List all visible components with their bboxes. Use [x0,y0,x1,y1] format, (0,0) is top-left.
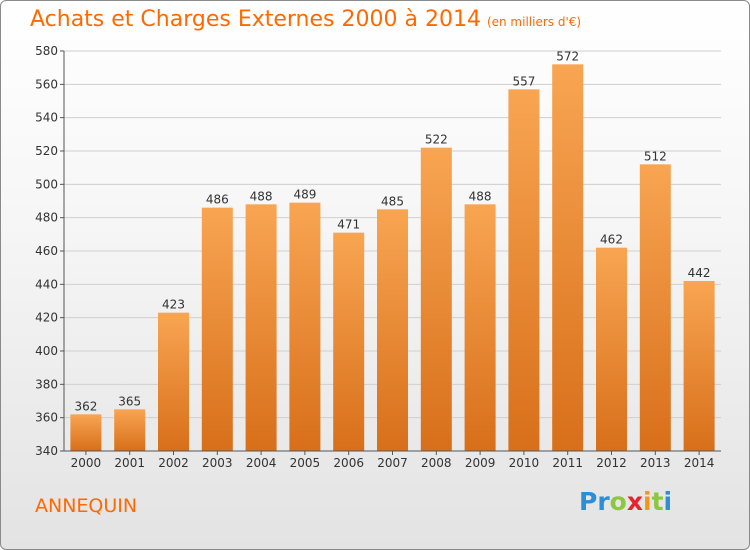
logo-letter: r [597,487,610,516]
bar-2011 [552,64,584,452]
logo-letter: o [609,487,627,516]
bar-value-label: 572 [556,49,579,63]
bar-2000 [70,414,102,451]
bar-2008 [420,147,452,451]
bar-2001 [114,409,146,451]
y-tick-label: 520 [35,144,58,158]
x-tick-label: 2014 [684,456,715,470]
proxiti-logo: Proxiti [579,487,672,516]
logo-letter: P [579,487,598,516]
y-tick-label: 460 [35,244,58,258]
bar-2010 [508,89,540,451]
bar-2007 [377,209,408,451]
logo-letter: i [663,487,673,516]
x-tick-label: 2002 [158,456,189,470]
bar-value-label: 488 [250,189,273,203]
bar-value-label: 423 [162,298,185,312]
bar-value-label: 362 [74,399,97,413]
bar-value-label: 462 [600,233,623,247]
y-tick-label: 580 [35,44,58,58]
x-tick-label: 2003 [202,456,233,470]
y-tick-label: 360 [35,411,58,425]
logo-letter: i [643,487,652,516]
bar-2012 [596,247,627,451]
bar-2014 [683,281,715,451]
bar-2006 [333,232,365,451]
x-tick-label: 2009 [465,456,496,470]
x-tick-label: 2010 [509,456,540,470]
bar-value-label: 485 [381,194,404,208]
y-tick-label: 340 [35,444,58,458]
logo-letter: x [626,487,643,516]
x-tick-label: 2012 [596,456,627,470]
bar-value-label: 486 [206,193,229,207]
x-tick-label: 2011 [552,456,583,470]
y-tick-label: 560 [35,77,58,91]
y-tick-label: 500 [35,177,58,191]
x-tick-label: 2005 [290,456,321,470]
bar-value-label: 471 [337,218,360,232]
y-tick-label: 420 [35,311,58,325]
x-tick-label: 2007 [377,456,408,470]
x-tick-label: 2004 [246,456,277,470]
bar-value-label: 522 [425,133,448,147]
chart-title: Achats et Charges Externes 2000 à 2014 (e… [30,7,582,32]
y-tick-label: 440 [35,277,58,291]
y-tick-label: 380 [35,377,58,391]
bar-value-label: 557 [512,74,535,88]
bar-2009 [464,204,496,451]
bar-2002 [158,312,189,451]
x-tick-label: 2008 [421,456,452,470]
y-tick-label: 540 [35,111,58,125]
bar-2004 [245,204,277,451]
bar-value-label: 488 [469,189,492,203]
x-tick-label: 2000 [71,456,102,470]
bar-2013 [639,164,671,452]
bar-value-label: 442 [688,266,711,280]
x-tick-label: 2006 [333,456,364,470]
town-name: ANNEQUIN [35,495,138,517]
chart-subtitle: (en milliers d'€) [486,15,582,29]
x-tick-label: 2013 [640,456,671,470]
bar-value-label: 512 [644,149,667,163]
bar-value-label: 489 [293,188,316,202]
y-tick-label: 400 [35,344,58,358]
bar-2003 [201,207,233,451]
y-tick-label: 480 [35,211,58,225]
bar-2005 [289,202,321,451]
x-tick-label: 2001 [114,456,145,470]
logo-letter: t [651,487,664,516]
bar-value-label: 365 [118,394,141,408]
